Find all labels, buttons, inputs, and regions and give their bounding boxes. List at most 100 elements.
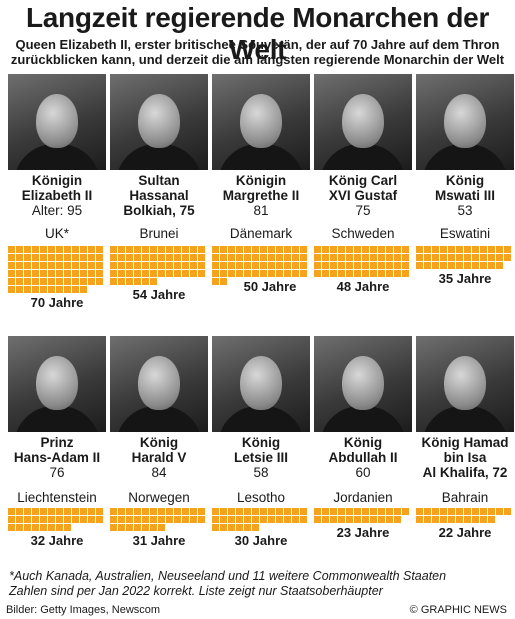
year-block (56, 254, 63, 261)
year-block (456, 516, 463, 523)
year-block (220, 246, 227, 253)
year-block (40, 262, 47, 269)
year-block (96, 246, 103, 253)
year-block (464, 508, 471, 515)
year-block (198, 516, 205, 523)
reign-years-label: 22 Jahre (438, 525, 492, 540)
year-block (236, 246, 243, 253)
year-block (354, 246, 361, 253)
year-block (354, 508, 361, 515)
year-block (64, 286, 71, 293)
year-block (236, 516, 243, 523)
year-block (134, 246, 141, 253)
year-block (182, 246, 189, 253)
monarch-name-line2: Mswati III (434, 188, 495, 203)
year-block (228, 246, 235, 253)
monarch-name: Königin Elizabeth II Alter: 95 (2, 173, 112, 218)
year-block (110, 270, 117, 277)
monarch-name-line3: 84 (151, 465, 167, 480)
year-block (182, 262, 189, 269)
year-block (24, 254, 31, 261)
year-block (96, 516, 103, 523)
year-block (24, 262, 31, 269)
reign-years-label: 50 Jahre (243, 279, 297, 294)
year-block (346, 262, 353, 269)
year-block (16, 508, 23, 515)
year-block (80, 286, 87, 293)
year-block (284, 516, 291, 523)
year-block (260, 270, 267, 277)
year-block (88, 516, 95, 523)
year-block (32, 270, 39, 277)
year-block (370, 516, 377, 523)
year-block (126, 270, 133, 277)
year-block (480, 254, 487, 261)
year-block (402, 246, 409, 253)
year-block (126, 246, 133, 253)
year-block (260, 262, 267, 269)
monarch-name-line1: Sultan (138, 173, 180, 188)
year-block (440, 254, 447, 261)
year-block (80, 270, 87, 277)
year-block (110, 278, 117, 285)
year-block (370, 508, 377, 515)
year-block (480, 508, 487, 515)
year-block (284, 254, 291, 261)
year-block (292, 508, 299, 515)
year-block (158, 524, 165, 531)
year-block (338, 246, 345, 253)
year-block (268, 508, 275, 515)
year-block (338, 254, 345, 261)
year-block (330, 508, 337, 515)
year-block (72, 516, 79, 523)
year-block (48, 270, 55, 277)
year-block (190, 262, 197, 269)
year-block (386, 262, 393, 269)
year-block (228, 254, 235, 261)
year-block (378, 508, 385, 515)
year-block (24, 270, 31, 277)
year-block (212, 524, 219, 531)
year-block (402, 508, 409, 515)
year-block (198, 254, 205, 261)
year-block (96, 508, 103, 515)
year-block (16, 246, 23, 253)
year-block (330, 516, 337, 523)
monarch-name: Sultan Hassanal Bolkiah, 75 (104, 173, 214, 218)
year-block (362, 516, 369, 523)
year-block (322, 262, 329, 269)
year-block (212, 262, 219, 269)
year-block (416, 262, 423, 269)
monarch-name-line3: 81 (253, 203, 269, 218)
year-block (150, 262, 157, 269)
year-block (370, 262, 377, 269)
year-block (464, 262, 471, 269)
year-block (72, 278, 79, 285)
year-block (252, 516, 259, 523)
year-block (48, 508, 55, 515)
year-block (314, 254, 321, 261)
year-block (16, 278, 23, 285)
monarch-name-line1: König Carl (328, 173, 398, 188)
year-block (386, 254, 393, 261)
monarch-name: König Hamad bin Isa Al Khalifa, 72 (410, 435, 515, 480)
monarch-name-line1: König (241, 435, 281, 450)
year-block (488, 508, 495, 515)
year-block (16, 254, 23, 261)
year-block (150, 516, 157, 523)
year-block (24, 508, 31, 515)
year-block (110, 254, 117, 261)
portrait-head (444, 356, 486, 410)
year-block (338, 516, 345, 523)
monarch-name-line3: Bolkiah, 75 (123, 203, 195, 218)
year-block (394, 508, 401, 515)
year-block (362, 508, 369, 515)
year-block (56, 262, 63, 269)
year-block (32, 278, 39, 285)
year-block (448, 262, 455, 269)
monarch-name-line2: Letsie III (233, 450, 289, 465)
year-block (72, 254, 79, 261)
year-block (190, 254, 197, 261)
year-block (32, 524, 39, 531)
year-block (88, 246, 95, 253)
